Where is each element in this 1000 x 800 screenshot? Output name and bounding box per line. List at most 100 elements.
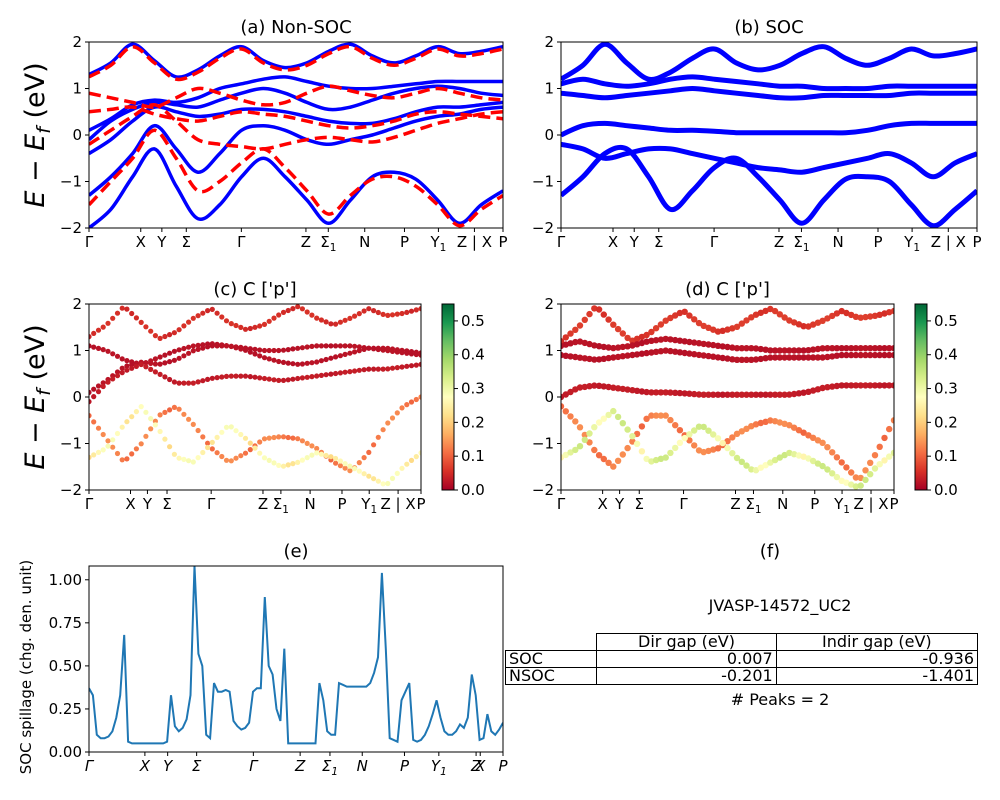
band-point [767,391,774,398]
y-tick-label: 0.50 [49,657,82,675]
band-point [576,354,584,361]
band-point [591,446,598,454]
band-point [290,346,296,352]
band-point [190,343,196,349]
band-point [719,439,726,447]
band-point [657,412,665,419]
band-point [562,334,569,341]
band-point [748,391,755,398]
table-corner [506,634,597,651]
band-point [724,343,731,351]
band-point [576,384,584,391]
band-point [209,343,215,349]
band-point [638,388,646,395]
y-tick-label: 2 [544,295,554,313]
x-tick-label: Z | X [381,495,416,513]
x-tick-label: Σ [162,495,171,513]
band-point [662,347,669,354]
band-point [257,353,263,359]
band-point [195,342,201,348]
band-point [795,390,803,397]
band-point [762,462,769,469]
x-tick-label: Γ [679,495,688,513]
x-tick-label: Z | X [457,233,492,251]
band-point [280,359,287,365]
band-point [266,435,272,441]
band-point [129,362,135,368]
band-point [361,471,367,477]
band-point [181,411,187,417]
x-tick-label: P [889,495,898,513]
x-tick-label: Y1 [360,495,377,516]
band-point [733,323,741,330]
band-point [110,376,116,382]
band-point [394,311,400,317]
band-point [404,309,410,315]
band-point [266,376,272,382]
band-point [795,354,803,361]
band-point [809,434,817,441]
band-point [100,347,106,353]
band-point [662,317,669,324]
band-point [562,408,569,415]
table-cell-indir: -1.401 [775,667,979,685]
band-point [337,319,343,325]
band-point [314,315,320,321]
y-tick-label: 1 [72,342,82,360]
band-point [686,338,693,346]
band-point [333,460,339,466]
band-point [290,376,296,382]
band-point [672,422,679,429]
band-point [361,308,367,314]
band-point [767,347,774,354]
band-point [576,338,584,345]
band-point [190,380,196,386]
band-point [323,452,329,459]
band-point [408,308,415,314]
band-point [380,311,386,317]
band-point [572,353,579,361]
band-point [119,305,125,311]
x-tick-label: N [832,233,843,251]
band-point [691,339,698,346]
band-point [648,389,655,396]
band-point [576,322,584,329]
table-row: SOC 0.007 -0.936 [504,650,979,668]
band-point [195,455,201,461]
band-point [366,449,372,455]
x-tick-label: Σ [635,495,644,513]
band-point [257,347,263,353]
band-point [371,476,377,482]
band-point [800,354,807,361]
band-point [881,457,888,464]
band-point [133,315,139,321]
band-point [242,326,249,332]
band-point [314,373,320,379]
colorbar-tick-label: 0.2 [934,413,958,431]
x-tick-label: Z [730,495,740,513]
band-point [238,346,244,352]
band-point [333,455,339,462]
y-axis-label: E − Ef (eV) [20,62,55,207]
band-point [624,386,631,393]
band-point [838,382,845,389]
band-point [214,343,220,349]
x-tick-label: Y1 [833,495,850,516]
band-point [862,351,869,359]
band-point [600,415,607,422]
x-tick-label: Σ1 [320,233,336,254]
band-point [295,345,301,351]
band-point [361,455,367,461]
band-point [205,344,211,350]
band-point [91,452,97,458]
x-tick-label: Σ1 [322,757,338,778]
band-point [285,377,291,383]
band-point [404,363,410,369]
band-point [629,433,636,440]
band-point [266,347,272,354]
band-point [781,347,788,354]
band-point [285,462,291,468]
band-line [89,147,503,228]
band-point [672,336,679,344]
band-point [337,353,343,359]
